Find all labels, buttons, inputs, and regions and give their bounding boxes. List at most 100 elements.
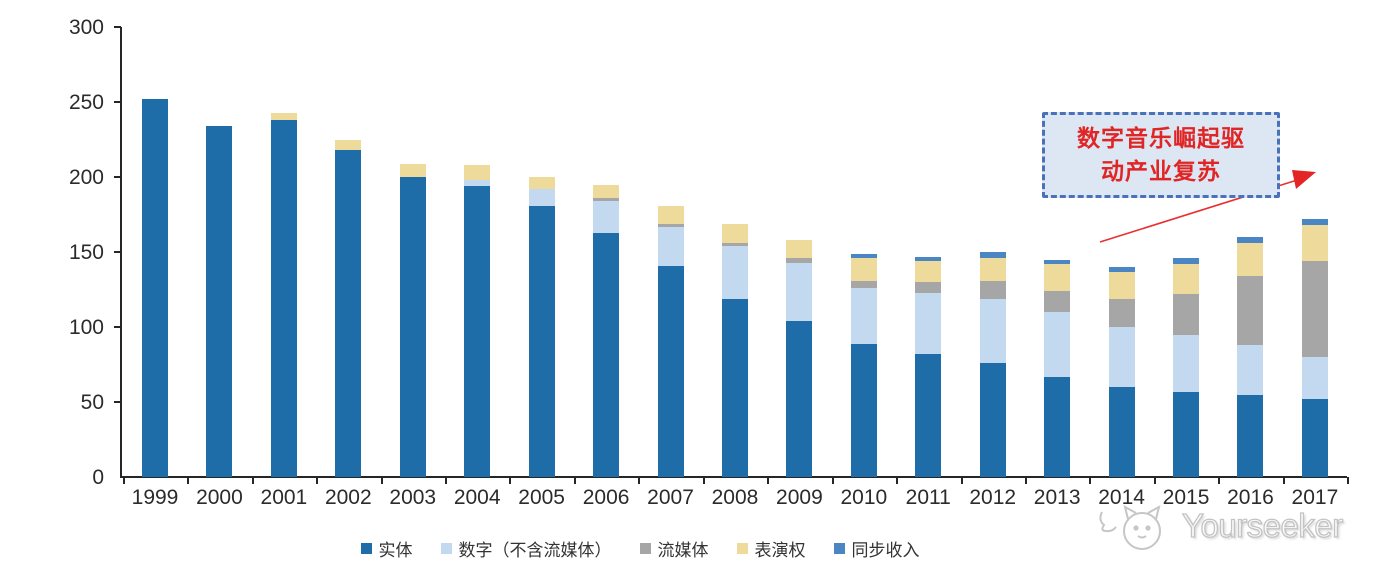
x-axis-tick	[638, 477, 641, 484]
bar-segment	[786, 262, 813, 321]
x-axis-label: 2016	[1227, 486, 1274, 509]
y-axis-label: 300	[68, 16, 104, 39]
bar-segment	[335, 150, 362, 477]
x-axis-label: 2010	[840, 486, 888, 509]
bar-segment	[1108, 327, 1135, 387]
bar-segment	[915, 282, 942, 293]
y-axis-tick	[114, 26, 121, 28]
x-axis-tick	[187, 477, 190, 484]
bar-segment	[1173, 258, 1200, 264]
x-axis-label: 2013	[1033, 486, 1081, 509]
bar-segment	[850, 258, 877, 281]
x-axis-label: 2008	[711, 486, 759, 509]
bar-segment	[464, 165, 491, 180]
bar-segment	[1173, 264, 1200, 294]
bar-segment	[1173, 334, 1200, 392]
legend-label: 同步收入	[851, 541, 920, 560]
bar-segment	[1301, 399, 1328, 477]
y-axis-tick	[114, 401, 121, 403]
x-axis-tick	[1153, 477, 1156, 484]
y-axis-tick	[114, 251, 121, 253]
bar-segment	[593, 198, 620, 201]
bar-segment	[657, 226, 684, 266]
x-axis-label: 2009	[776, 486, 823, 509]
bar-segment	[1237, 237, 1264, 243]
bar-segment	[1301, 357, 1328, 399]
y-axis-label: 100	[68, 316, 104, 339]
bar-segment	[1044, 376, 1071, 477]
bar-segment	[1301, 225, 1328, 261]
bar-segment	[979, 280, 1006, 299]
x-axis-tick	[573, 477, 576, 484]
x-axis-label: 2011	[905, 486, 951, 509]
legend-swatch-icon	[360, 543, 372, 554]
bar-segment	[850, 280, 877, 288]
legend-item: 数字（不含流媒体）	[440, 536, 612, 561]
legend-swatch-icon	[639, 543, 651, 554]
bar-segment	[1173, 391, 1200, 477]
bar-segment	[915, 354, 942, 477]
bar-segment	[270, 112, 297, 120]
bar-segment	[979, 258, 1006, 281]
bar-segment	[1108, 267, 1135, 272]
x-axis-tick	[1024, 477, 1027, 484]
annotation-text: 动产业复苏	[1101, 158, 1221, 184]
x-axis-line	[120, 476, 1347, 478]
bar-segment	[786, 240, 813, 258]
bar-segment	[528, 205, 555, 477]
x-axis-label: 2004	[453, 486, 501, 509]
x-axis-tick	[1347, 477, 1350, 484]
legend: 实体 数字（不含流媒体） 流媒体 表演权 同步收入	[0, 536, 1280, 561]
legend-item: 同步收入	[833, 536, 920, 561]
x-axis-tick	[960, 477, 963, 484]
bar-segment	[399, 177, 426, 477]
y-axis-tick	[114, 176, 121, 178]
cat-logo-icon	[1099, 505, 1161, 550]
bar-segment	[1108, 387, 1135, 477]
bar-segment	[335, 139, 362, 150]
x-axis-label: 2005	[518, 486, 565, 509]
bar-segment	[915, 261, 942, 282]
y-axis-label: 50	[80, 391, 104, 414]
bar-segment	[206, 126, 233, 477]
bar-segment	[850, 253, 877, 258]
x-axis-label: 2001	[260, 486, 308, 509]
bar-segment	[528, 189, 555, 206]
bar-segment	[979, 363, 1006, 477]
bar-segment	[850, 343, 877, 477]
annotation-box: 数字音乐崛起驱 动产业复苏	[1042, 112, 1280, 198]
x-axis-label: 2003	[389, 486, 437, 509]
bar-segment	[979, 252, 1006, 258]
x-axis-tick	[251, 477, 254, 484]
x-axis-tick	[444, 477, 447, 484]
x-axis-label: 1999	[131, 486, 179, 509]
legend-item: 流媒体	[639, 536, 709, 561]
x-axis-label: 2007	[647, 486, 694, 509]
bar-segment	[593, 232, 620, 477]
x-axis-tick	[316, 477, 319, 484]
legend-item: 表演权	[736, 536, 806, 561]
bar-segment	[979, 298, 1006, 363]
x-axis-label: 2017	[1291, 486, 1339, 509]
x-axis-label: 2014	[1098, 486, 1145, 509]
bar-segment	[1108, 298, 1135, 327]
bar-segment	[1301, 261, 1328, 357]
bar-segment	[721, 223, 748, 243]
bar-segment	[1237, 394, 1264, 477]
annotation-text: 数字音乐崛起驱	[1077, 125, 1245, 151]
legend-label: 数字（不含流媒体）	[458, 541, 612, 560]
x-axis-label: 2006	[582, 486, 630, 509]
legend-label: 实体	[378, 541, 413, 560]
bar-segment	[142, 99, 168, 477]
x-axis-tick	[831, 477, 834, 484]
bar-segment	[1044, 312, 1071, 377]
bar-segment	[657, 265, 684, 477]
bar-segment	[786, 321, 813, 477]
bar-segment	[721, 246, 748, 299]
x-axis-label: 2002	[324, 486, 372, 509]
x-axis-label: 2015	[1162, 486, 1210, 509]
y-axis-label: 0	[92, 466, 104, 489]
x-axis-tick	[509, 477, 512, 484]
x-axis-tick	[380, 477, 383, 484]
